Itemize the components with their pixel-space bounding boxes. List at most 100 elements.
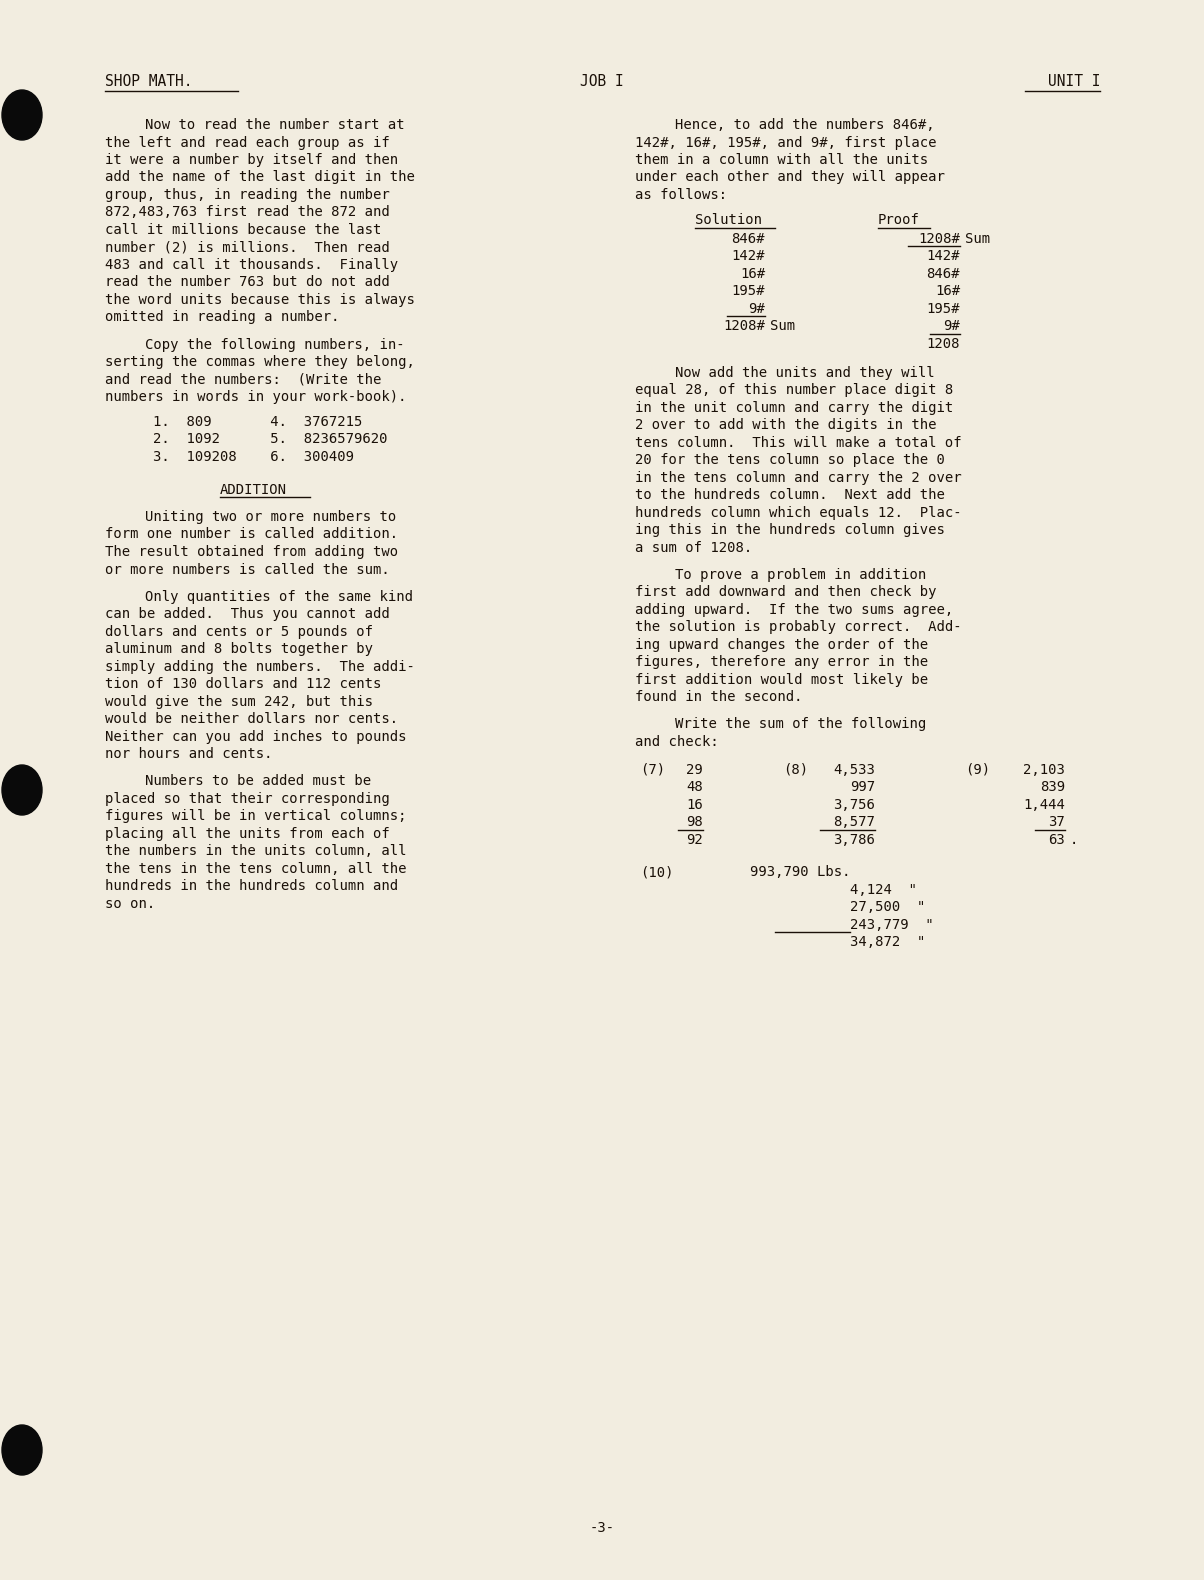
Text: -3-: -3- (590, 1522, 614, 1536)
Text: in the tens column and carry the 2 over: in the tens column and carry the 2 over (635, 471, 962, 485)
Text: 2.  1092      5.  8236579620: 2. 1092 5. 8236579620 (153, 431, 388, 446)
Text: so on.: so on. (105, 897, 155, 910)
Text: UNIT I: UNIT I (1047, 74, 1100, 90)
Text: 1208#: 1208# (919, 232, 960, 246)
Text: and read the numbers:  (Write the: and read the numbers: (Write the (105, 373, 382, 387)
Text: Sum: Sum (964, 232, 990, 246)
Text: serting the commas where they belong,: serting the commas where they belong, (105, 356, 415, 370)
Text: Proof: Proof (878, 213, 920, 228)
Text: 16: 16 (686, 798, 703, 812)
Text: figures will be in vertical columns;: figures will be in vertical columns; (105, 809, 407, 823)
Text: numbers in words in your work-book).: numbers in words in your work-book). (105, 390, 407, 404)
Text: 2 over to add with the digits in the: 2 over to add with the digits in the (635, 419, 937, 431)
Text: the solution is probably correct.  Add-: the solution is probably correct. Add- (635, 621, 962, 634)
Text: 993,790 Lbs.: 993,790 Lbs. (750, 866, 850, 878)
Text: 3,786: 3,786 (833, 833, 875, 847)
Text: Hence, to add the numbers 846#,: Hence, to add the numbers 846#, (675, 118, 934, 133)
Text: equal 28, of this number place digit 8: equal 28, of this number place digit 8 (635, 382, 954, 397)
Text: would be neither dollars nor cents.: would be neither dollars nor cents. (105, 713, 399, 727)
Text: group, thus, in reading the number: group, thus, in reading the number (105, 188, 390, 202)
Text: number (2) is millions.  Then read: number (2) is millions. Then read (105, 240, 390, 254)
Text: Neither can you add inches to pounds: Neither can you add inches to pounds (105, 730, 407, 744)
Text: 839: 839 (1040, 781, 1066, 795)
Text: Uniting two or more numbers to: Uniting two or more numbers to (144, 510, 396, 525)
Text: read the number 763 but do not add: read the number 763 but do not add (105, 275, 390, 289)
Text: hundreds column which equals 12.  Plac-: hundreds column which equals 12. Plac- (635, 506, 962, 520)
Text: 16#: 16# (934, 284, 960, 299)
Text: dollars and cents or 5 pounds of: dollars and cents or 5 pounds of (105, 624, 373, 638)
Text: a sum of 1208.: a sum of 1208. (635, 540, 752, 555)
Text: 16#: 16# (740, 267, 765, 281)
Text: Write the sum of the following: Write the sum of the following (675, 717, 926, 732)
Text: 92: 92 (686, 833, 703, 847)
Ellipse shape (2, 765, 42, 815)
Text: 483 and call it thousands.  Finally: 483 and call it thousands. Finally (105, 258, 399, 272)
Text: SHOP MATH.: SHOP MATH. (105, 74, 193, 90)
Text: and check:: and check: (635, 735, 719, 749)
Text: the left and read each group as if: the left and read each group as if (105, 136, 390, 150)
Text: 3,756: 3,756 (833, 798, 875, 812)
Text: (10): (10) (641, 866, 673, 878)
Text: nor hours and cents.: nor hours and cents. (105, 747, 272, 762)
Text: 1208: 1208 (927, 337, 960, 351)
Text: 997: 997 (850, 781, 875, 795)
Text: JOB I: JOB I (580, 74, 624, 90)
Text: Now to read the number start at: Now to read the number start at (144, 118, 405, 133)
Text: (9): (9) (964, 763, 990, 777)
Text: 8,577: 8,577 (833, 815, 875, 830)
Text: 142#: 142# (927, 250, 960, 264)
Text: 1.  809       4.  3767215: 1. 809 4. 3767215 (153, 414, 362, 428)
Text: them in a column with all the units: them in a column with all the units (635, 153, 928, 167)
Text: Now add the units and they will: Now add the units and they will (675, 365, 934, 379)
Text: to the hundreds column.  Next add the: to the hundreds column. Next add the (635, 488, 945, 502)
Text: found in the second.: found in the second. (635, 690, 803, 705)
Text: 846#: 846# (927, 267, 960, 281)
Text: placed so that their corresponding: placed so that their corresponding (105, 792, 390, 806)
Text: the word units because this is always: the word units because this is always (105, 292, 415, 307)
Text: hundreds in the hundreds column and: hundreds in the hundreds column and (105, 878, 399, 893)
Text: 2,103: 2,103 (1023, 763, 1066, 777)
Text: as follows:: as follows: (635, 188, 727, 202)
Ellipse shape (2, 90, 42, 141)
Text: aluminum and 8 bolts together by: aluminum and 8 bolts together by (105, 641, 373, 656)
Text: ADDITION: ADDITION (220, 483, 287, 496)
Text: Numbers to be added must be: Numbers to be added must be (144, 774, 371, 788)
Text: first addition would most likely be: first addition would most likely be (635, 673, 928, 687)
Text: 846#: 846# (732, 232, 765, 246)
Text: tion of 130 dollars and 112 cents: tion of 130 dollars and 112 cents (105, 678, 382, 690)
Text: call it millions because the last: call it millions because the last (105, 223, 382, 237)
Text: 195#: 195# (927, 302, 960, 316)
Text: in the unit column and carry the digit: in the unit column and carry the digit (635, 401, 954, 414)
Text: figures, therefore any error in the: figures, therefore any error in the (635, 656, 928, 670)
Text: omitted in reading a number.: omitted in reading a number. (105, 311, 340, 324)
Text: (7): (7) (641, 763, 665, 777)
Text: 48: 48 (686, 781, 703, 795)
Text: first add downward and then check by: first add downward and then check by (635, 585, 937, 599)
Text: To prove a problem in addition: To prove a problem in addition (675, 567, 926, 581)
Text: 34,872  ": 34,872 " (850, 935, 926, 950)
Text: 37: 37 (1049, 815, 1066, 830)
Text: The result obtained from adding two: The result obtained from adding two (105, 545, 399, 559)
Text: 9#: 9# (943, 319, 960, 333)
Text: 63: 63 (1049, 833, 1066, 847)
Text: can be added.  Thus you cannot add: can be added. Thus you cannot add (105, 607, 390, 621)
Text: simply adding the numbers.  The addi-: simply adding the numbers. The addi- (105, 659, 415, 673)
Text: add the name of the last digit in the: add the name of the last digit in the (105, 171, 415, 185)
Text: placing all the units from each of: placing all the units from each of (105, 826, 390, 841)
Text: or more numbers is called the sum.: or more numbers is called the sum. (105, 562, 390, 577)
Text: 142#: 142# (732, 250, 765, 264)
Text: 98: 98 (686, 815, 703, 830)
Text: 4,533: 4,533 (833, 763, 875, 777)
Text: 27,500  ": 27,500 " (850, 901, 926, 915)
Text: form one number is called addition.: form one number is called addition. (105, 528, 399, 542)
Text: .: . (1070, 833, 1079, 847)
Text: 9#: 9# (748, 302, 765, 316)
Text: (8): (8) (783, 763, 808, 777)
Text: the tens in the tens column, all the: the tens in the tens column, all the (105, 861, 407, 875)
Text: Copy the following numbers, in-: Copy the following numbers, in- (144, 338, 405, 352)
Text: Sum: Sum (771, 319, 795, 333)
Text: 142#, 16#, 195#, and 9#, first place: 142#, 16#, 195#, and 9#, first place (635, 136, 937, 150)
Text: 872,483,763 first read the 872 and: 872,483,763 first read the 872 and (105, 205, 390, 220)
Ellipse shape (2, 1425, 42, 1476)
Text: under each other and they will appear: under each other and they will appear (635, 171, 945, 185)
